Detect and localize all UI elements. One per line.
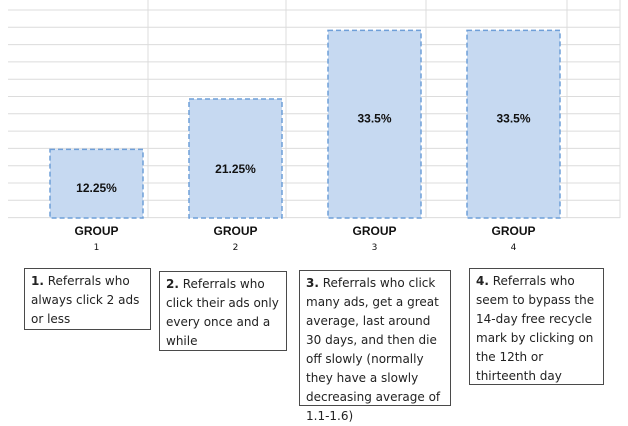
bar-chart: 12.25% GROUP 1 21.25% GROUP 2 33.5% GROUP 3 33.5%…	[8, 0, 621, 253]
category-number-2: 2	[233, 243, 239, 253]
bar-group-2	[188, 98, 283, 219]
value-label-1: 12.25%	[76, 181, 117, 195]
value-label-2: 21.25%	[215, 162, 256, 176]
note-2-number: 2.	[166, 277, 179, 291]
note-group-4: 4. Referrals who seem to bypass the 14-d…	[469, 268, 604, 385]
category-label-4: GROUP	[491, 224, 535, 238]
category-label-3: GROUP	[352, 224, 396, 238]
note-group-2: 2. Referrals who click their ads only ev…	[159, 271, 287, 351]
category-number-3: 3	[372, 243, 378, 253]
note-4-number: 4.	[476, 274, 489, 288]
category-label-2: GROUP	[213, 224, 257, 238]
note-group-1: 1. Referrals who always click 2 ads or l…	[24, 268, 151, 330]
note-1-number: 1.	[31, 274, 44, 288]
note-3-number: 3.	[306, 276, 319, 290]
note-4-text: Referrals who seem to bypass the 14-day …	[476, 274, 595, 383]
value-label-3: 33.5%	[357, 111, 391, 125]
category-number-4: 4	[511, 243, 517, 253]
bar-group-1	[49, 148, 144, 219]
value-label-4: 33.5%	[496, 111, 530, 125]
bar-group-3	[327, 29, 422, 219]
bar-group-4	[466, 29, 561, 219]
category-label-1: GROUP	[74, 224, 118, 238]
category-number-1: 1	[94, 243, 100, 253]
note-3-text: Referrals who click many ads, get a grea…	[306, 276, 441, 423]
note-group-3: 3. Referrals who click many ads, get a g…	[299, 270, 451, 423]
note-1-text: Referrals who always click 2 ads or less	[31, 274, 140, 326]
note-2-text: Referrals who click their ads only every…	[166, 277, 279, 348]
